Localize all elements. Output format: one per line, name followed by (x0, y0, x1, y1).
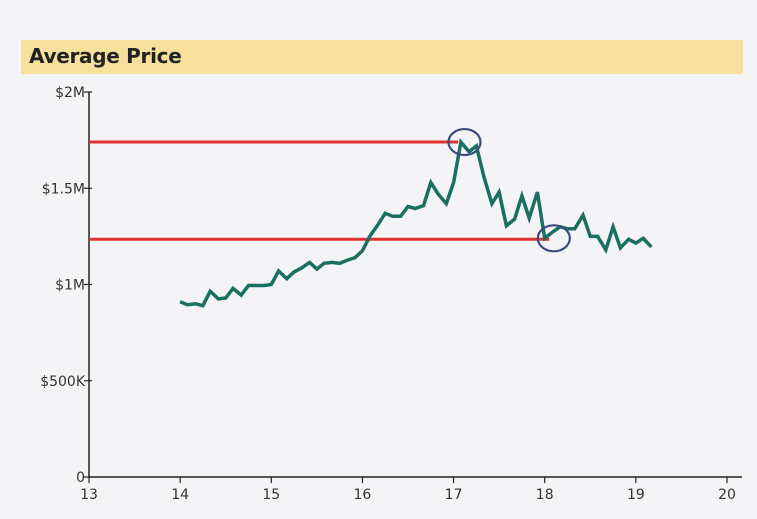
reference-lines (89, 140, 550, 241)
x-tick-label: 16 (354, 487, 372, 503)
series-line (179, 138, 653, 308)
y-tick-label: $2M (55, 85, 85, 101)
chart-title-bar: Average Price (21, 40, 743, 74)
y-tick-label: $500K (40, 374, 86, 390)
chart-axes (88, 92, 742, 478)
highlight-circles (447, 127, 571, 253)
highlight-circle-1 (447, 127, 482, 157)
x-tick-label: 13 (80, 487, 98, 503)
highlight-circle-2 (536, 224, 571, 253)
series-group (179, 138, 653, 308)
y-tick-label: $1.5M (42, 181, 85, 197)
chart-ticks: 0 $500K $1M $1.5M $2M 13 14 15 16 17 18 19 20 (40, 85, 736, 503)
x-tick-label: 20 (718, 487, 736, 503)
y-tick-label: $1M (55, 278, 85, 294)
chart-title: Average Price (29, 44, 182, 68)
y-tick-label: 0 (76, 470, 85, 486)
x-tick-label: 15 (262, 487, 280, 503)
x-tick-label: 17 (445, 487, 463, 503)
x-tick-label: 14 (171, 487, 189, 503)
x-tick-label: 19 (627, 487, 645, 503)
x-tick-label: 18 (536, 487, 554, 503)
